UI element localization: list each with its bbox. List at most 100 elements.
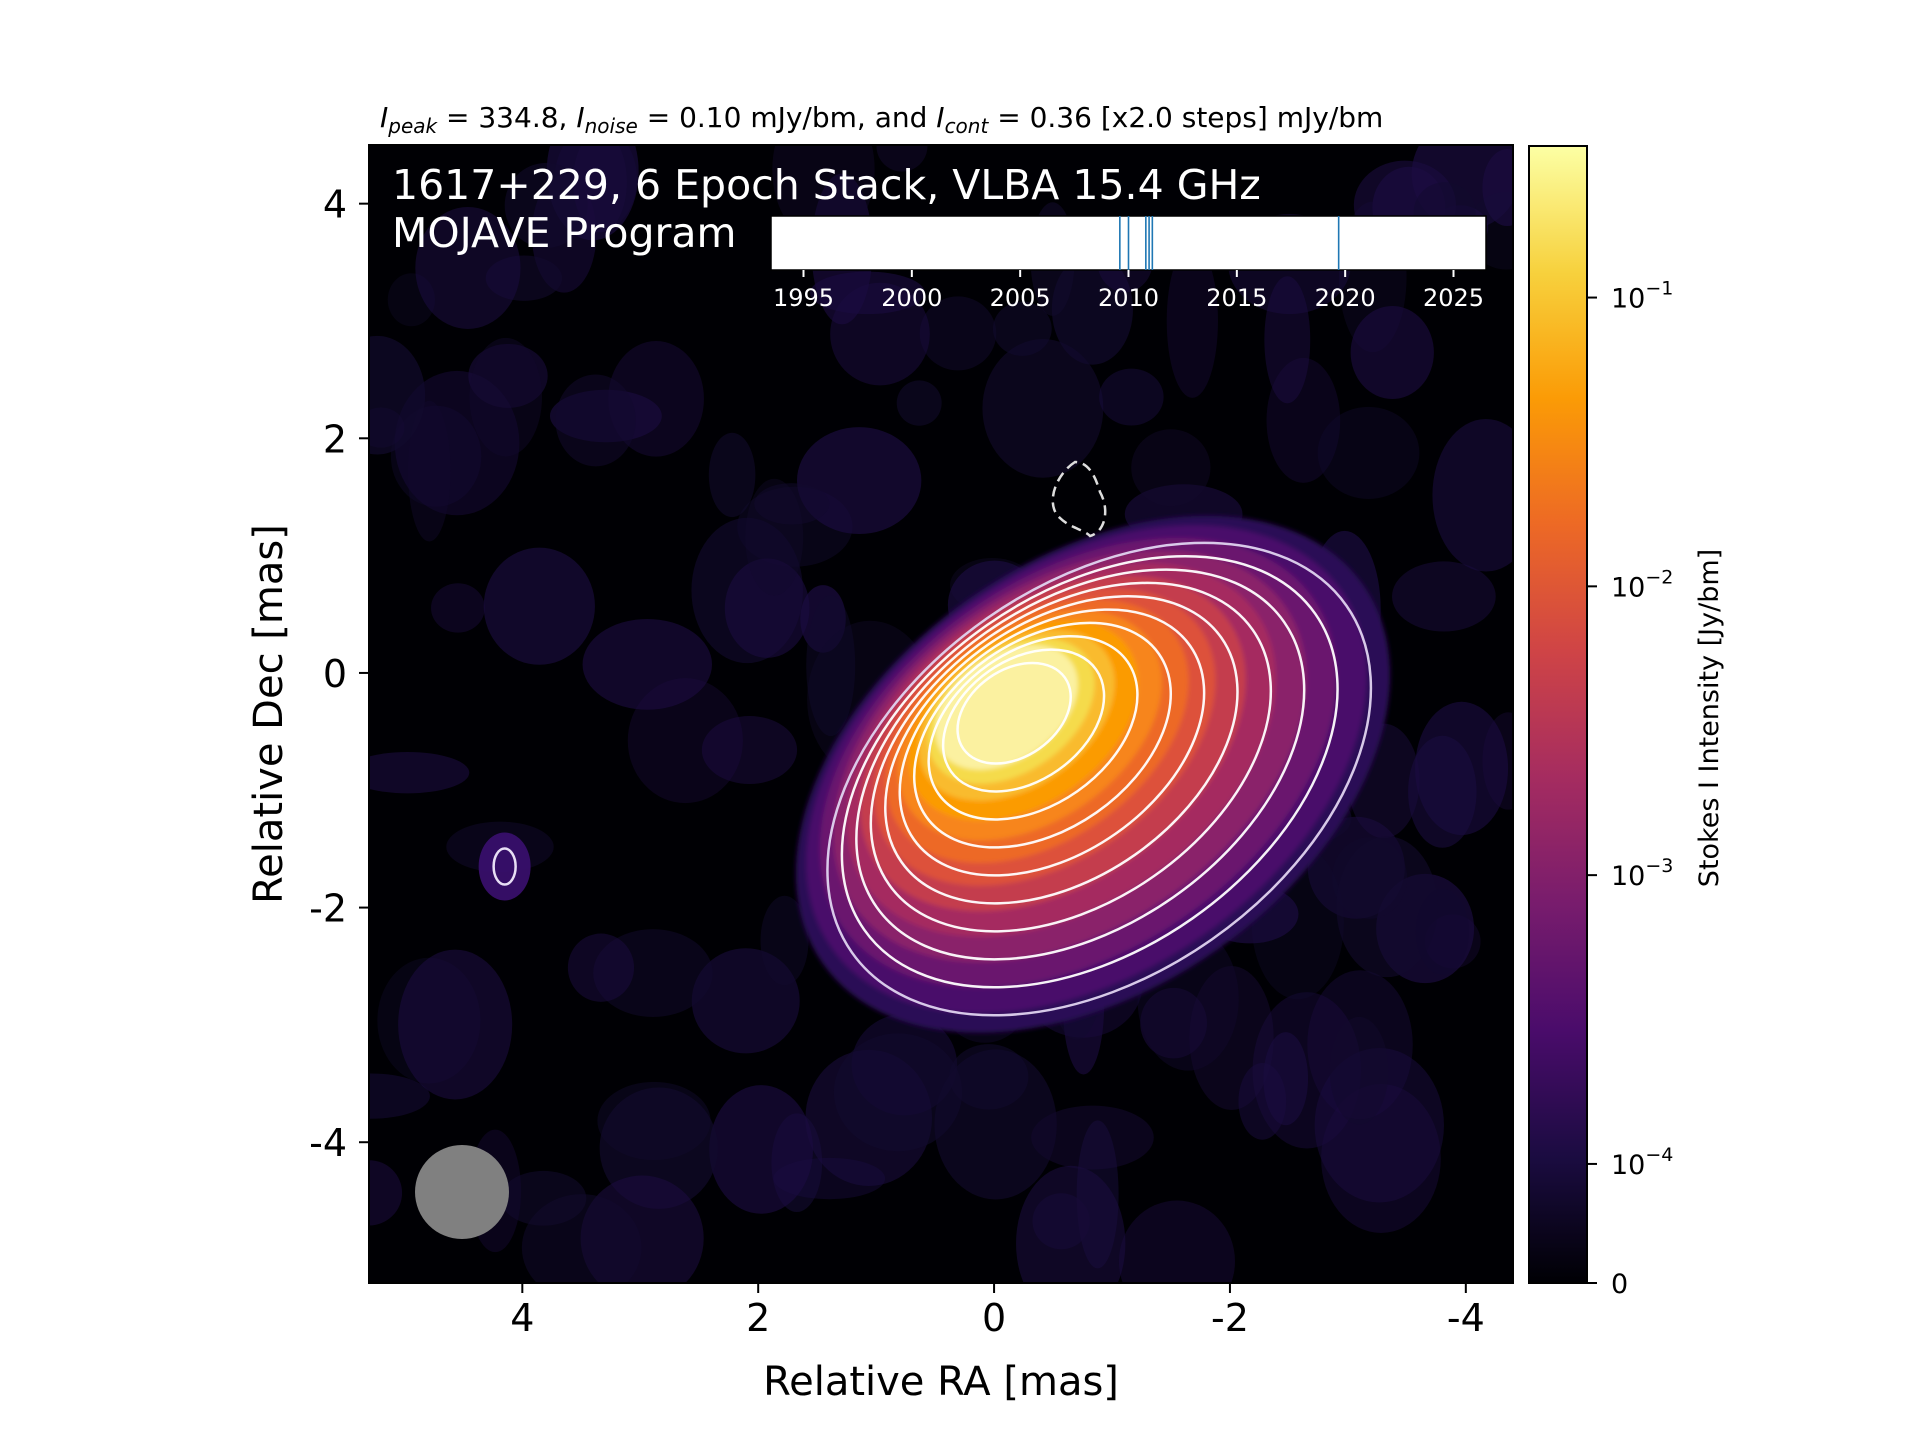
noise-blob — [398, 949, 513, 1100]
noise-blob — [796, 427, 922, 535]
noise-blob — [1432, 418, 1513, 572]
noise-blob — [1140, 987, 1207, 1059]
y-tick-label: 2 — [323, 417, 347, 461]
jet-emission — [795, 515, 1391, 1033]
contour-line — [941, 648, 1106, 793]
contour-line — [898, 608, 1206, 877]
y-tick-label: 4 — [323, 183, 347, 227]
noise-blob — [407, 400, 451, 542]
noise-blob — [1336, 836, 1438, 978]
noise-blob — [1099, 368, 1164, 426]
contour-line — [956, 661, 1072, 765]
noise-blob — [1016, 1165, 1126, 1283]
noise-blob — [745, 478, 804, 596]
noise-blob — [1408, 735, 1477, 848]
noise-blob — [992, 301, 1052, 356]
x-tick-label: -2 — [1211, 1296, 1249, 1340]
noise-blob — [919, 296, 997, 371]
noise-blob — [1263, 1032, 1309, 1126]
noise-blob — [1415, 888, 1470, 975]
noise-blob — [1392, 561, 1496, 632]
noise-blob — [1317, 406, 1420, 499]
colorbar-tick-label: 10−3 — [1611, 855, 1673, 892]
noise-blob — [691, 948, 800, 1054]
contour-line — [840, 554, 1339, 989]
noise-blob — [431, 583, 485, 633]
noise-blob — [1031, 1105, 1154, 1170]
noise-blob — [521, 1194, 642, 1283]
timeline-tick-label: 1995 — [773, 284, 834, 312]
noise-blob — [483, 547, 595, 665]
timeline-tick-label: 2010 — [1098, 284, 1159, 312]
colorbar-ticks: 10−1 10−2 10−3 10−4 0 — [1587, 278, 1673, 1300]
noise-blob — [760, 895, 809, 986]
colorbar-frame — [1528, 145, 1588, 1284]
y-tick-label: -2 — [309, 887, 347, 931]
noise-blob — [369, 751, 470, 794]
timeline-tick-label: 2000 — [881, 284, 942, 312]
noise-blob — [1329, 1016, 1389, 1125]
noise-blob — [800, 585, 846, 653]
noise-blob — [573, 145, 627, 233]
noise-blob — [415, 206, 521, 329]
noise-blob — [724, 558, 810, 658]
noise-blob — [1350, 305, 1434, 400]
x-axis: 4 2 0 -2 -4 — [510, 1283, 1485, 1340]
noise-blob — [934, 1049, 1057, 1200]
noise-blob — [468, 343, 548, 408]
y-axis-label: Relative Dec [mas] — [246, 524, 292, 904]
noise-blob — [500, 1170, 587, 1226]
noise-blob — [773, 1157, 886, 1200]
y-tick-label: 0 — [323, 652, 347, 696]
noise-blob — [555, 374, 636, 467]
colorbar-tick-label: 10−4 — [1611, 1144, 1673, 1181]
timeline-ticks: 1995 2000 2005 2010 2015 2020 2025 — [773, 270, 1484, 312]
noise-blob — [701, 716, 798, 785]
colorbar-label: Stokes I Intensity [Jy/bm] — [1694, 549, 1725, 887]
x-tick-label: 4 — [510, 1296, 534, 1340]
timeline-tick-label: 2020 — [1315, 284, 1376, 312]
plot-title-line2: MOJAVE Program — [392, 209, 736, 257]
noise-blob — [709, 1085, 814, 1214]
x-tick-label: 0 — [982, 1296, 1006, 1340]
noise-blob — [1314, 1047, 1444, 1203]
colorbar-tick-label: 0 — [1611, 1269, 1628, 1300]
noise-blob — [627, 678, 743, 804]
noise-blob — [896, 380, 942, 426]
noise-blob — [394, 370, 520, 516]
contour-line — [869, 581, 1273, 933]
noise-blob — [1131, 429, 1211, 507]
timeline-tick-label: 2005 — [990, 284, 1051, 312]
noise-blob — [982, 339, 1104, 478]
feature-contour — [492, 847, 517, 886]
contour-line — [826, 541, 1373, 1017]
emission-layer — [935, 645, 1078, 770]
x-tick-label: -4 — [1447, 1296, 1485, 1340]
noise-blob — [1482, 712, 1513, 810]
header-text: Ipeak = 334.8, Inoise = 0.10 mJy/bm, and… — [380, 101, 1383, 138]
y-axis: 4 2 0 -2 -4 — [309, 183, 369, 1165]
noise-blob — [369, 1073, 430, 1119]
plot-title-line1: 1617+229, 6 Epoch Stack, VLBA 15.4 GHz — [392, 161, 1261, 209]
timeline-tick-label: 2025 — [1423, 284, 1484, 312]
contour-line — [884, 595, 1239, 905]
noise-blob — [833, 1033, 963, 1152]
x-axis-label: Relative RA [mas] — [763, 1359, 1119, 1405]
beam-ellipse — [415, 1145, 509, 1239]
contour-line — [912, 621, 1173, 849]
noise-blob — [369, 1160, 403, 1226]
noise-blob — [1189, 965, 1274, 1111]
x-tick-label: 2 — [746, 1296, 770, 1340]
y-tick-label: -4 — [309, 1121, 347, 1165]
colorbar-tick-label: 10−1 — [1611, 278, 1673, 315]
image-plot: 1617+229, 6 Epoch Stack, VLBA 15.4 GHz M… — [368, 144, 1514, 1284]
noise-blob — [567, 933, 635, 1002]
noise-blob — [806, 595, 856, 737]
noise-blob — [1424, 914, 1481, 969]
negative-contour — [1051, 460, 1107, 538]
epoch-timeline: 1995 2000 2005 2010 2015 2020 2025 — [770, 215, 1487, 312]
noise-blob — [1166, 243, 1218, 398]
contour-line — [855, 568, 1306, 961]
noise-blob — [580, 1175, 704, 1283]
